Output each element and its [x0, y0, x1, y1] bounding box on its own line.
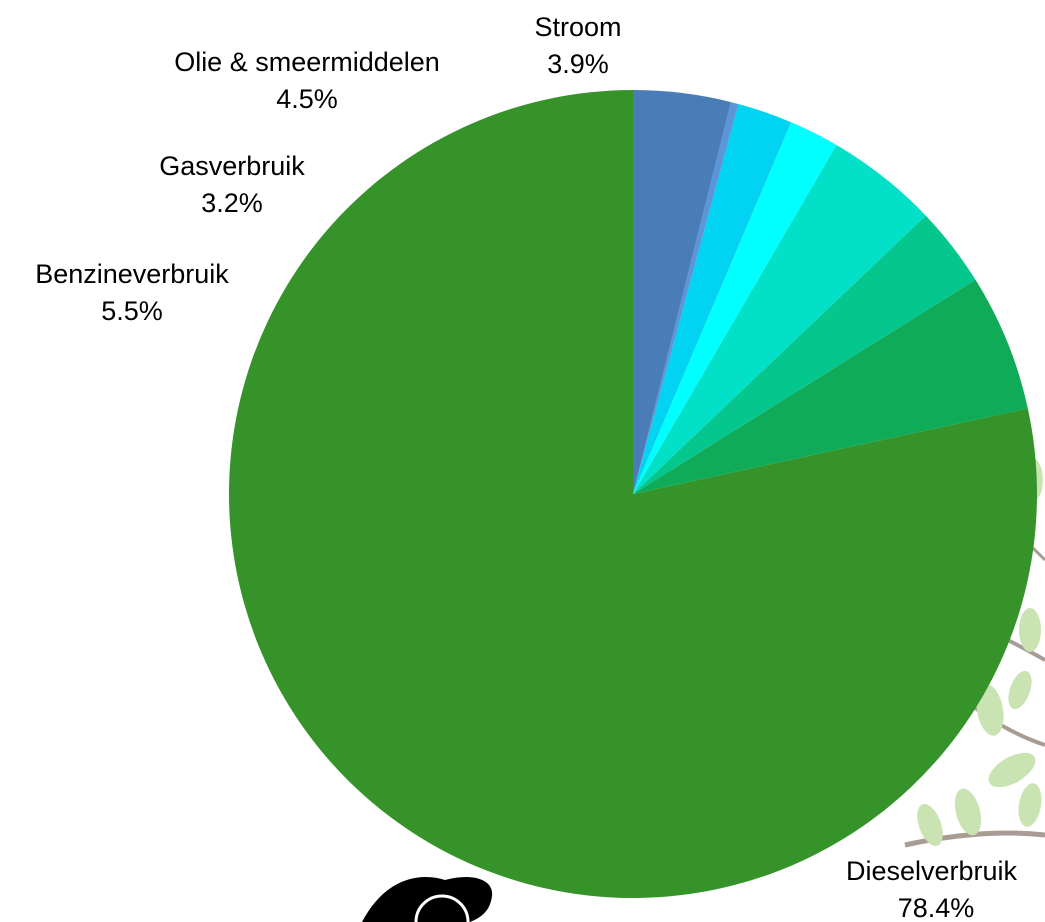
black-blob-illustration [362, 876, 493, 922]
slice-label-diesel: Dieselverbruik [846, 856, 1018, 886]
slice-value-benzine: 5.5% [101, 296, 163, 326]
slice-value-olie: 4.5% [276, 84, 338, 114]
slice-value-gas: 3.2% [201, 188, 263, 218]
slice-value-diesel: 78.4% [898, 893, 975, 922]
pie-slice-unlabeled-6 [633, 102, 739, 494]
pie-slice-unlabeled-4 [633, 122, 837, 494]
pie-slice-unlabeled-5 [633, 103, 792, 495]
pie-slice-olie-smeermiddelen [633, 144, 926, 494]
slice-label-stroom: Stroom [534, 12, 621, 42]
pie-slice-benzineverbruik [633, 279, 1028, 494]
slice-label-benzine: Benzineverbruik [35, 259, 229, 289]
pie-slices [229, 90, 1038, 898]
pie-labels: Stroom 3.9% Olie & smeermiddelen 4.5% Ga… [35, 12, 1017, 922]
pie-slice-gasverbruik [633, 215, 976, 494]
pie-slice-dieselverbruik [229, 90, 1038, 898]
slice-label-olie: Olie & smeermiddelen [174, 47, 440, 77]
pie-slice-stroom [633, 90, 732, 494]
slice-label-gas: Gasverbruik [159, 151, 305, 181]
slice-value-stroom: 3.9% [547, 49, 609, 79]
